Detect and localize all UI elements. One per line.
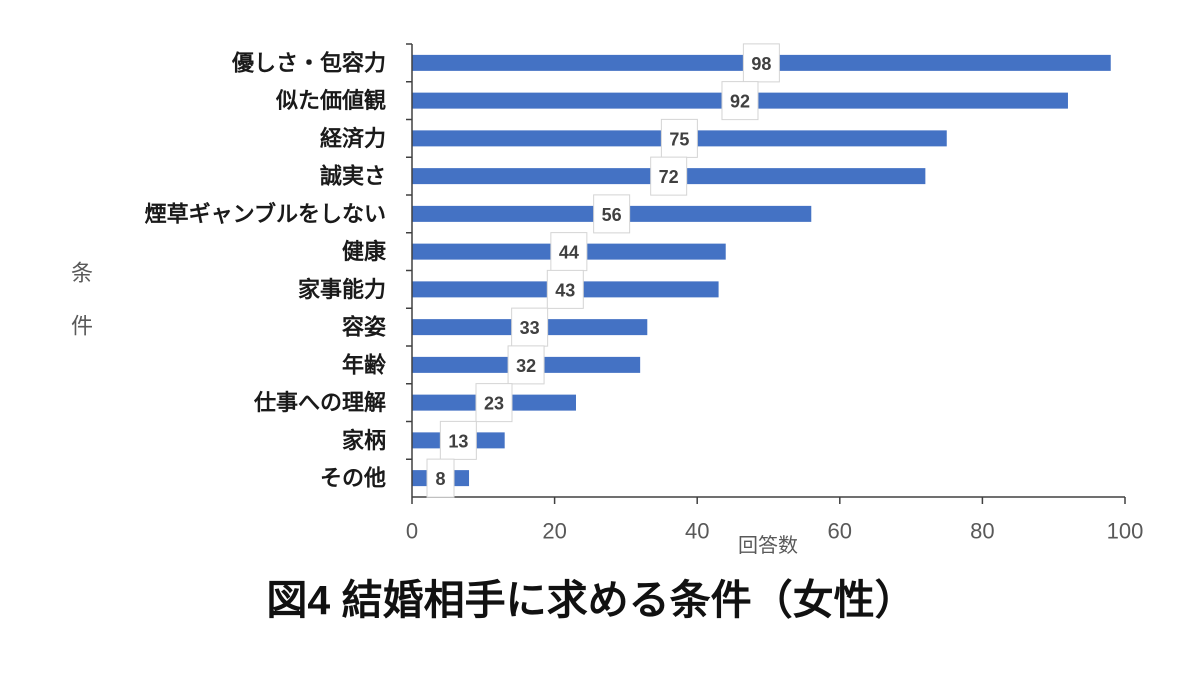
data-label: 43 <box>546 269 584 309</box>
x-tick-label: 100 <box>1107 519 1144 544</box>
data-label: 32 <box>507 345 545 385</box>
data-label: 23 <box>475 383 513 423</box>
data-label: 92 <box>721 81 759 121</box>
x-tick-label: 40 <box>685 519 709 544</box>
axes <box>406 43 1126 504</box>
data-label-value: 98 <box>751 54 771 74</box>
data-label-box <box>650 156 688 196</box>
data-label: 13 <box>439 420 477 460</box>
bar-group <box>412 54 1111 487</box>
data-label-value: 72 <box>659 167 679 187</box>
data-label-value: 13 <box>448 431 468 451</box>
category-label: 仕事への理解 <box>253 390 386 415</box>
data-label-box <box>721 81 759 121</box>
data-label-box <box>742 43 780 83</box>
data-label-box <box>550 232 588 272</box>
data-label-value: 32 <box>516 356 536 376</box>
data-label-value: 75 <box>669 129 689 149</box>
category-label: 健康 <box>342 239 387 264</box>
x-tick-labels: 0 20 40 60 80 100 <box>406 519 1143 544</box>
data-label-box <box>426 458 455 498</box>
data-label-box <box>546 269 584 309</box>
chart-title: 図4 結婚相手に求める条件（女性） <box>266 577 915 623</box>
x-tick-label: 80 <box>970 519 994 544</box>
category-label: 年齢 <box>342 352 387 377</box>
data-label: 98 <box>742 43 780 83</box>
x-tick-label: 0 <box>406 519 418 544</box>
category-labels: 優しさ・包容力似た価値観経済力誠実さ煙草ギャンブルをしない健康家事能力容姿年齢仕… <box>145 50 387 490</box>
x-tick-label: 20 <box>542 519 566 544</box>
data-label-box <box>593 194 631 234</box>
data-label: 75 <box>660 118 698 158</box>
data-label-value: 23 <box>484 394 504 414</box>
category-label: 容姿 <box>342 315 386 340</box>
category-label: 家事能力 <box>298 277 386 302</box>
data-label: 72 <box>650 156 688 196</box>
data-label-value: 56 <box>602 205 622 225</box>
data-label-box <box>475 383 513 423</box>
data-label-box <box>660 118 698 158</box>
data-label-box <box>511 307 549 347</box>
data-label: 44 <box>550 232 588 272</box>
x-axis-title: 回答数 <box>738 534 798 557</box>
data-label: 33 <box>511 307 549 347</box>
category-label: 煙草ギャンブルをしない <box>145 201 386 226</box>
data-label-value: 92 <box>730 92 750 112</box>
data-label: 8 <box>426 458 455 498</box>
data-label-value: 43 <box>555 280 575 300</box>
data-label-value: 8 <box>436 469 446 489</box>
x-tick-label: 60 <box>828 519 852 544</box>
category-label: その他 <box>320 466 386 491</box>
data-label: 56 <box>593 194 631 234</box>
category-label: 似た価値観 <box>275 88 386 113</box>
data-label-value: 33 <box>520 318 540 338</box>
data-label-box <box>507 345 545 385</box>
category-label: 誠実さ <box>320 164 386 189</box>
data-label-value: 44 <box>559 243 579 263</box>
data-label-box <box>439 420 477 460</box>
category-label: 優しさ・包容力 <box>231 50 386 75</box>
category-label: 家柄 <box>342 428 386 453</box>
y-axis-title: 条件 <box>68 261 93 367</box>
category-label: 経済力 <box>320 126 386 151</box>
